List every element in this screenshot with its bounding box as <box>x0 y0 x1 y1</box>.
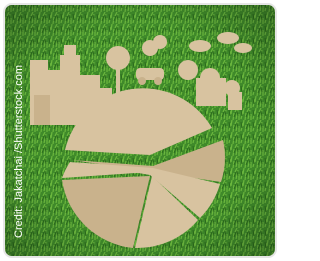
credit: Credit: Jakatchai /Shutterstock.com <box>13 65 25 238</box>
page: Credit: Jakatchai /Shutterstock.com (() … <box>0 0 280 261</box>
scene <box>4 4 276 257</box>
photo: Credit: Jakatchai /Shutterstock.com <box>0 0 280 261</box>
